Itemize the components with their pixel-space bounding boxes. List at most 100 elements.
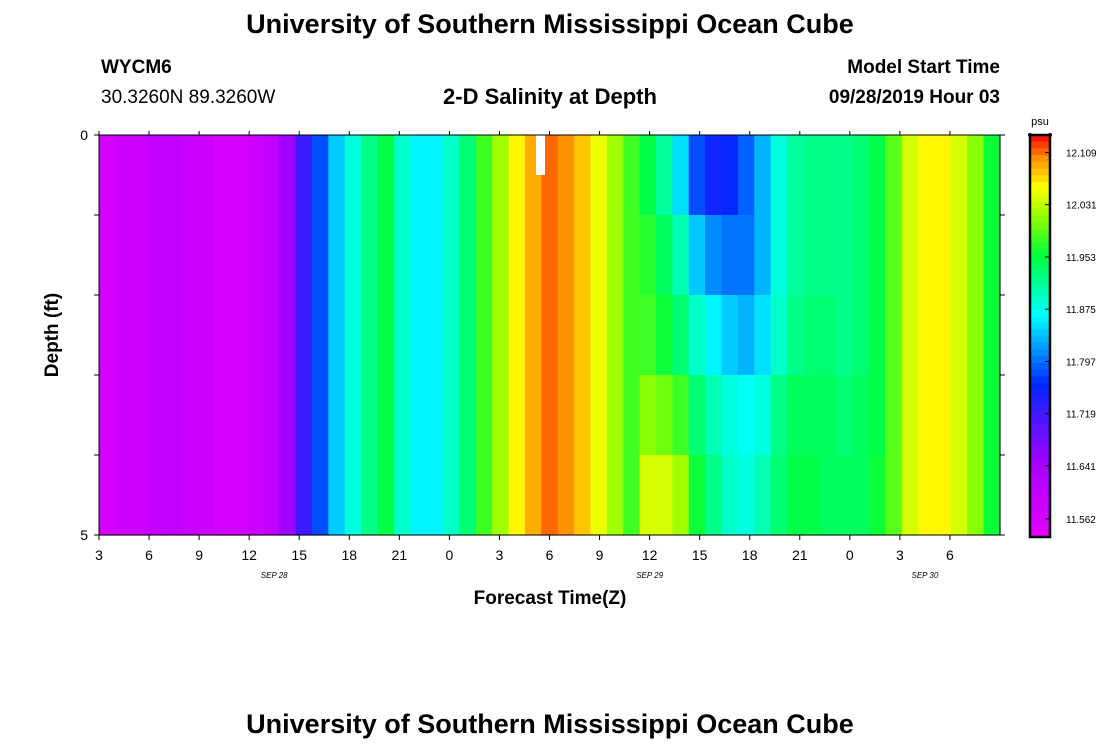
colorbar-segment bbox=[1030, 503, 1050, 511]
heatmap-cell bbox=[475, 295, 493, 376]
heatmap-cell bbox=[950, 375, 968, 456]
heatmap-cell bbox=[754, 215, 772, 296]
heatmap-cell bbox=[885, 455, 903, 536]
colorbar-segment bbox=[1030, 389, 1050, 397]
colorbar-segment bbox=[1030, 175, 1050, 183]
heatmap-cell bbox=[557, 215, 575, 296]
heatmap-cell bbox=[115, 135, 133, 216]
heatmap-cell bbox=[508, 375, 526, 456]
heatmap-cell bbox=[230, 455, 248, 536]
heatmap-cell bbox=[639, 135, 657, 216]
heatmap-cell bbox=[623, 295, 641, 376]
heatmap-cell bbox=[311, 375, 329, 456]
heatmap-cell bbox=[426, 135, 444, 216]
heatmap-cell bbox=[246, 375, 264, 456]
heatmap-cell bbox=[606, 455, 624, 536]
heatmap-cell bbox=[541, 215, 559, 296]
heatmap-cell bbox=[967, 375, 985, 456]
heatmap-cell bbox=[279, 455, 297, 536]
heatmap-cell bbox=[180, 375, 198, 456]
colorbar-segment bbox=[1030, 483, 1050, 491]
heatmap-cell bbox=[868, 215, 886, 296]
colorbar-tick-label: 11.953 bbox=[1066, 253, 1096, 264]
heatmap-cell bbox=[246, 295, 264, 376]
colorbar-segment bbox=[1030, 382, 1050, 391]
colorbar-segment bbox=[1030, 309, 1050, 317]
colorbar-segment bbox=[1030, 195, 1050, 203]
heatmap-cell bbox=[852, 135, 870, 216]
heatmap-cell bbox=[983, 135, 1001, 216]
heatmap-cell bbox=[721, 375, 739, 456]
colorbar-segment bbox=[1030, 242, 1050, 250]
heatmap-cell bbox=[737, 375, 755, 456]
heatmap-cell bbox=[262, 295, 280, 376]
heatmap-cell bbox=[230, 295, 248, 376]
heatmap-cell bbox=[606, 215, 624, 296]
heatmap-cell bbox=[672, 375, 690, 456]
colorbar-segment bbox=[1030, 423, 1050, 431]
heatmap-cell bbox=[606, 295, 624, 376]
heatmap-cell bbox=[655, 455, 673, 536]
heatmap-cell bbox=[426, 375, 444, 456]
heatmap-cell bbox=[983, 215, 1001, 296]
colorbar-segment bbox=[1030, 403, 1050, 411]
colorbar-tick-label: 11.719 bbox=[1066, 410, 1096, 421]
heatmap-cell bbox=[508, 455, 526, 536]
heatmap-cell bbox=[295, 215, 313, 296]
heatmap-cell bbox=[99, 455, 116, 536]
heatmap-cell bbox=[934, 135, 952, 216]
heatmap-cell bbox=[705, 295, 723, 376]
heatmap-cell bbox=[410, 215, 428, 296]
x-tick-label: 21 bbox=[392, 547, 408, 563]
colorbar-segment bbox=[1030, 289, 1050, 297]
heatmap-cell bbox=[885, 375, 903, 456]
heatmap-cell bbox=[737, 295, 755, 376]
heatmap-cell bbox=[393, 135, 411, 216]
colorbar-frame bbox=[1028, 133, 1052, 539]
heatmap-cell bbox=[950, 215, 968, 296]
heatmap-cell bbox=[967, 135, 985, 216]
heatmap-cell bbox=[836, 135, 854, 216]
colorbar-segment bbox=[1030, 141, 1050, 149]
heatmap-cell bbox=[623, 375, 641, 456]
heatmap-cell bbox=[688, 375, 706, 456]
heatmap-cell bbox=[557, 295, 575, 376]
heatmap-cell bbox=[148, 135, 166, 216]
colorbar-segment bbox=[1030, 416, 1050, 424]
heatmap-cell bbox=[918, 295, 936, 376]
heatmap-cell bbox=[508, 135, 526, 216]
heatmap-cell bbox=[967, 455, 985, 536]
x-tick-label: 6 bbox=[946, 547, 954, 563]
colorbar-segment bbox=[1030, 248, 1050, 257]
heatmap-cell bbox=[426, 215, 444, 296]
heatmap-cell bbox=[377, 295, 395, 376]
x-tick-label: 15 bbox=[291, 547, 307, 563]
heatmap-cell bbox=[868, 135, 886, 216]
heatmap-cell bbox=[148, 455, 166, 536]
colorbar-segment bbox=[1030, 228, 1050, 237]
model-start-label: Model Start Time bbox=[847, 57, 1000, 78]
missing-data-marker bbox=[536, 135, 545, 175]
colorbar-segment bbox=[1030, 449, 1050, 458]
colorbar-segment bbox=[1030, 456, 1050, 464]
colorbar-unit: psu bbox=[1031, 116, 1049, 128]
colorbar-segment bbox=[1030, 490, 1050, 498]
heatmap-cell bbox=[262, 215, 280, 296]
heatmap-cell bbox=[459, 215, 477, 296]
heatmap-cell bbox=[918, 375, 936, 456]
colorbar-segment bbox=[1030, 369, 1050, 377]
heatmap-cell bbox=[344, 375, 362, 456]
y-tick-label: 5 bbox=[80, 527, 88, 543]
heatmap-cell bbox=[279, 295, 297, 376]
colorbar-segment bbox=[1030, 443, 1050, 451]
date-label: SEP 30 bbox=[911, 571, 938, 580]
x-tick-label: 3 bbox=[95, 547, 103, 563]
heatmap-cell bbox=[344, 135, 362, 216]
heatmap-cell bbox=[655, 215, 673, 296]
x-tick-label: 15 bbox=[692, 547, 708, 563]
heatmap-cell bbox=[803, 135, 821, 216]
heatmap-cell bbox=[541, 135, 559, 216]
heatmap-cell bbox=[787, 215, 805, 296]
heatmap-cell bbox=[557, 375, 575, 456]
heatmap-cell bbox=[393, 215, 411, 296]
